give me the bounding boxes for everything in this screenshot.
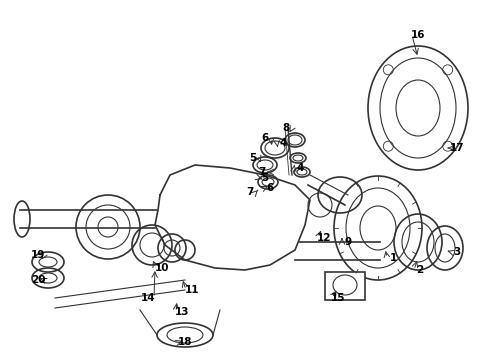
Text: 20: 20 [31,275,45,285]
Text: 8: 8 [282,123,290,133]
Text: 17: 17 [450,143,465,153]
Bar [325,272,365,300]
Text: 4: 4 [279,138,287,148]
Text: 10: 10 [155,263,169,273]
Text: 19: 19 [31,250,45,260]
Text: 3: 3 [453,247,461,257]
Text: 2: 2 [416,265,424,275]
Text: 16: 16 [411,30,425,40]
Text: 1: 1 [390,253,396,263]
Text: 15: 15 [331,293,345,303]
Text: 12: 12 [317,233,331,243]
Text: 5: 5 [261,173,269,183]
Text: 11: 11 [185,285,199,295]
Text: 13: 13 [175,307,189,317]
Polygon shape [155,165,310,270]
Text: 7: 7 [258,167,266,177]
Polygon shape [20,210,160,228]
Text: 9: 9 [344,237,351,247]
Text: 6: 6 [261,133,269,143]
Text: 14: 14 [141,293,155,303]
Text: 18: 18 [178,337,192,347]
Polygon shape [295,242,380,260]
Text: 4: 4 [296,163,304,173]
Text: 7: 7 [246,187,254,197]
Text: 6: 6 [267,183,273,193]
Text: 5: 5 [249,153,257,163]
